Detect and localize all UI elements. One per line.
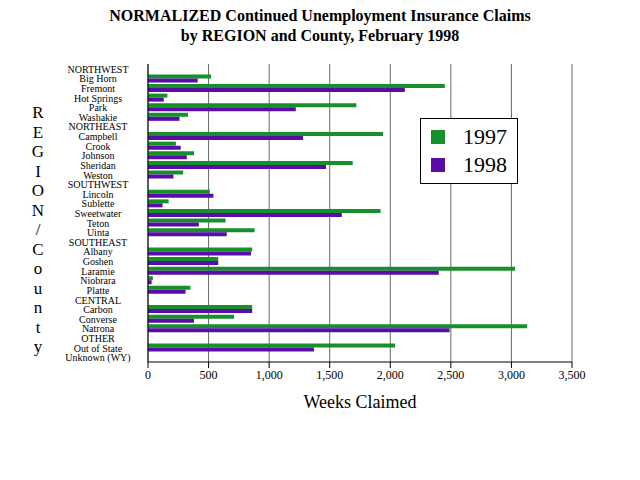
svg-text:Sweetwater: Sweetwater <box>74 208 122 219</box>
svg-text:Uinta: Uinta <box>86 227 110 239</box>
svg-text:Campbell: Campbell <box>78 131 118 143</box>
svg-text:G: G <box>32 142 44 161</box>
svg-text:Fremont: Fremont <box>81 83 115 94</box>
svg-text:t: t <box>36 318 41 337</box>
svg-text:Lincoln: Lincoln <box>82 188 114 200</box>
svg-text:Laramie: Laramie <box>81 265 115 277</box>
svg-text:3,000: 3,000 <box>498 368 525 382</box>
svg-text:R: R <box>32 103 44 122</box>
svg-text:O: O <box>32 181 44 200</box>
svg-text:1,500: 1,500 <box>316 368 343 382</box>
svg-text:C: C <box>32 240 43 259</box>
html-text:NORMALIZED Continued Unemploym: NORMALIZED Continued Unemployment Insura… <box>109 7 531 24</box>
svg-text:Converse: Converse <box>79 313 117 325</box>
svg-text:o: o <box>34 259 43 278</box>
html-text:1998: 1998 <box>463 152 507 177</box>
svg-text:1,000: 1,000 <box>256 368 283 382</box>
svg-text:n: n <box>34 298 43 317</box>
svg-text:Niobrara: Niobrara <box>80 275 116 287</box>
svg-text:u: u <box>34 279 43 298</box>
svg-text:500: 500 <box>200 368 218 382</box>
svg-text:Crook: Crook <box>85 140 111 152</box>
svg-text:3,500: 3,500 <box>559 368 586 382</box>
svg-text:Big Horn: Big Horn <box>79 73 117 85</box>
svg-text:NORTHEAST: NORTHEAST <box>68 121 128 133</box>
svg-text:Unknown (WY): Unknown (WY) <box>65 352 130 364</box>
svg-text:Park: Park <box>88 102 108 114</box>
svg-text:Carbon: Carbon <box>83 304 113 316</box>
svg-text:E: E <box>33 123 43 142</box>
svg-text:SOUTHWEST: SOUTHWEST <box>67 179 129 191</box>
svg-text:2,500: 2,500 <box>437 368 464 382</box>
svg-text:/: / <box>36 220 41 239</box>
svg-text:Platte: Platte <box>86 284 110 296</box>
svg-text:Weston: Weston <box>83 169 113 181</box>
svg-text:0: 0 <box>145 368 151 382</box>
svg-text:OTHER: OTHER <box>81 333 115 344</box>
svg-text:Natrona: Natrona <box>81 323 115 335</box>
svg-text:Albany: Albany <box>83 246 113 258</box>
svg-text:Washakie: Washakie <box>78 111 118 123</box>
svg-text:Sublette: Sublette <box>81 198 115 210</box>
svg-text:Hot Springs: Hot Springs <box>74 92 122 104</box>
svg-text:SOUTHEAST: SOUTHEAST <box>68 236 128 248</box>
svg-text:Johnson: Johnson <box>81 150 115 162</box>
svg-text:Teton: Teton <box>86 217 110 229</box>
svg-text:Sheridan: Sheridan <box>80 159 116 171</box>
svg-text:CENTRAL: CENTRAL <box>74 294 122 306</box>
html-text:1997: 1997 <box>463 124 507 149</box>
svg-text:Weeks Claimed: Weeks Claimed <box>303 392 416 412</box>
html-text:by REGION and County, February: by REGION and County, February 1998 <box>180 27 460 44</box>
svg-text:2,000: 2,000 <box>377 368 404 382</box>
svg-text:Out of State: Out of State <box>73 342 123 354</box>
svg-text:y: y <box>34 337 43 356</box>
svg-text:I: I <box>35 162 41 181</box>
svg-text:N: N <box>32 201 44 220</box>
svg-text:Goshen: Goshen <box>82 256 114 268</box>
svg-text:NORTHWEST: NORTHWEST <box>67 63 129 75</box>
